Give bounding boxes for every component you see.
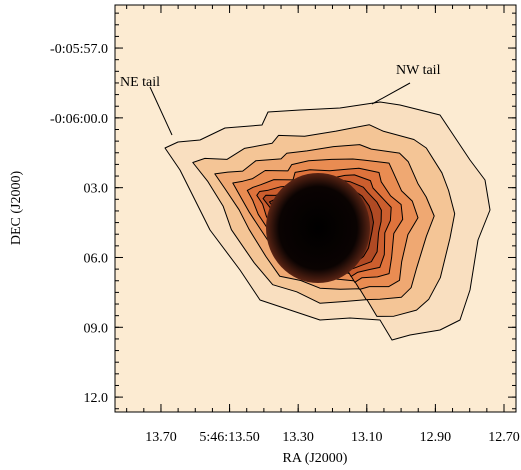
axes: 13.70 5:46:13.50 13.30 13.10 12.90 12.70 -0:05… — [50, 5, 520, 445]
y-tick-label: -0:05:57.0 — [50, 42, 108, 57]
y-tick-label: 03.0 — [84, 182, 109, 197]
y-tick-label: 12.0 — [84, 391, 109, 406]
x-tick-label: 12.70 — [488, 430, 520, 445]
annotation: NW tail — [396, 63, 441, 78]
core — [266, 173, 370, 283]
x-tick-label: 13.10 — [351, 430, 383, 445]
x-tick-label: 12.90 — [420, 430, 452, 445]
x-tick-label: 13.70 — [145, 430, 177, 445]
annotation-line — [371, 82, 411, 105]
y-tick-label: 06.0 — [84, 251, 109, 266]
x-tick-label: 13.30 — [282, 430, 314, 445]
annotation-line — [149, 86, 173, 136]
x-tick-label: 5:46:13.50 — [199, 430, 259, 445]
x-axis-label: RA (J2000) — [283, 451, 348, 466]
y-axis-label: DEC (J2000) — [9, 171, 24, 246]
y-tick-label: 09.0 — [84, 321, 109, 336]
y-tick-label: -0:06:00.0 — [50, 112, 108, 127]
annotation: NE tail — [120, 75, 160, 90]
